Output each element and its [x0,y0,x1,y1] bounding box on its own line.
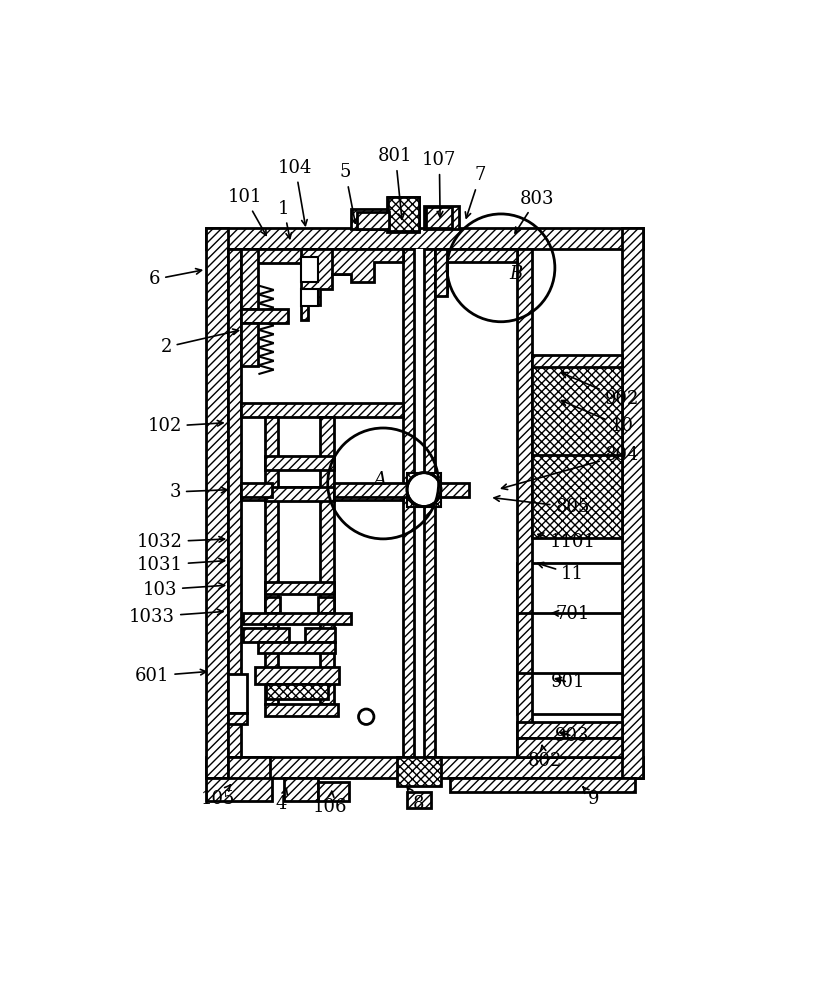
Bar [266,684,328,699]
Polygon shape [332,249,403,282]
Bar [320,417,334,704]
Bar [319,782,349,801]
Bar [265,487,334,501]
Bar [301,289,318,306]
Bar [255,667,339,684]
Bar [387,197,419,231]
Text: A: A [373,471,387,489]
Text: 7: 7 [465,166,486,218]
Bar [319,597,334,613]
Text: 11: 11 [538,562,584,583]
Text: 2: 2 [161,329,238,356]
Bar [242,487,403,500]
Bar [397,757,441,786]
Bar [228,757,270,780]
Bar [242,249,259,309]
Text: 103: 103 [143,581,224,599]
Bar [265,597,280,613]
Text: 1033: 1033 [129,608,223,626]
Text: 1031: 1031 [137,556,224,574]
Text: 106: 106 [313,791,347,816]
Bar [424,249,435,757]
Text: 5: 5 [340,163,357,223]
Bar [532,357,622,456]
Bar [242,309,287,323]
Bar [424,206,459,229]
Bar [242,403,403,417]
Circle shape [407,473,441,507]
Text: 601: 601 [135,667,206,685]
Bar [450,778,635,792]
Text: 6: 6 [149,269,201,288]
Bar [206,228,228,778]
Bar [243,628,289,642]
Text: 901: 901 [550,673,586,691]
Bar [435,249,447,296]
Bar [532,455,622,538]
Text: 903: 903 [555,727,590,745]
Bar [265,417,278,704]
Bar [206,778,272,801]
Text: 801: 801 [378,147,413,219]
Bar [426,207,452,228]
Bar [334,483,469,497]
Bar [351,209,389,229]
Bar [228,713,247,724]
Text: 102: 102 [147,417,223,435]
Bar [242,249,326,263]
Text: 3: 3 [170,483,227,501]
Text: 107: 107 [422,151,456,217]
Text: 1: 1 [278,200,292,239]
Text: 10: 10 [562,400,633,435]
Bar [265,582,334,594]
Bar [517,563,622,714]
Text: 105: 105 [201,785,236,808]
Text: 1032: 1032 [137,533,224,551]
Bar [242,483,272,497]
Bar [622,228,644,778]
Bar [517,722,622,738]
Text: 8: 8 [407,788,424,813]
Text: 804: 804 [501,446,639,490]
Bar [228,249,242,757]
Bar [407,473,441,507]
Text: 803: 803 [515,190,554,233]
Text: 104: 104 [278,159,313,226]
Bar [414,249,424,757]
Polygon shape [301,249,351,320]
Bar [265,456,334,470]
Bar [301,257,318,282]
Text: B: B [509,265,523,283]
Text: 902: 902 [562,372,639,408]
Bar [517,249,532,757]
Bar [284,778,319,801]
Bar [435,249,447,292]
Bar [532,355,622,367]
Bar [305,628,336,642]
Bar [206,757,644,778]
Text: 701: 701 [552,605,590,623]
Text: 9: 9 [583,787,600,808]
Bar [435,249,517,262]
Text: 1101: 1101 [538,533,595,551]
Bar [243,613,351,624]
Bar [265,704,337,716]
Bar [387,197,419,232]
Text: 101: 101 [228,188,266,235]
Bar [242,323,259,366]
Text: 805: 805 [494,496,590,516]
Text: 802: 802 [527,745,562,770]
Bar [206,228,644,249]
Text: 4: 4 [276,788,287,813]
Bar [517,738,622,757]
Bar [357,212,389,229]
Bar [228,249,622,757]
Bar [259,642,336,653]
Bar [403,249,414,757]
Bar [407,792,431,808]
Bar [228,674,247,713]
